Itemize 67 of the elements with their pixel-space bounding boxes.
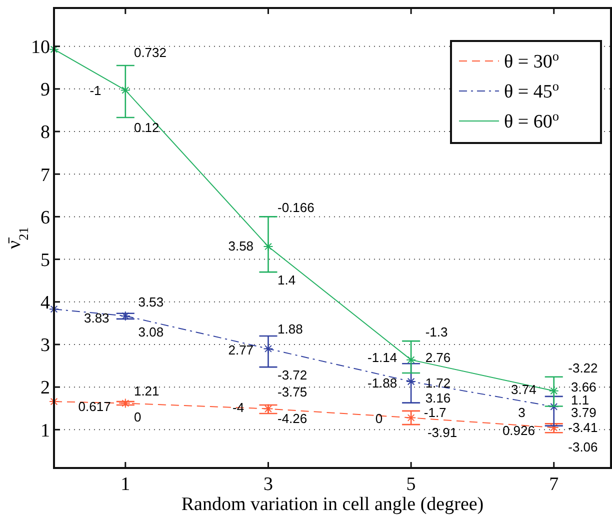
annotation: -4.26 [278,411,308,426]
y-tick-label: 5 [40,250,50,271]
annotation: 3.74 [511,382,536,398]
point [120,310,130,321]
annotation: 3.53 [138,294,164,310]
y-tick-label: 1 [40,420,50,442]
point [548,402,559,412]
annotation: 2.77 [228,342,254,358]
point [263,344,274,354]
annotation: -3.06 [568,439,598,454]
x-tick-label: 7 [549,474,559,495]
x-axis-title: Random variation in cell angle (degree) [181,494,484,515]
point [49,396,59,407]
y-tick-label: 2 [40,378,50,399]
annotation: -1.88 [367,375,398,390]
x-tick-label: 5 [406,474,416,495]
annotation: -3.91 [427,425,458,440]
x-tick-label: 3 [263,474,273,495]
y-tick-label: 8 [40,122,50,144]
y-tick-label: 3 [40,335,50,356]
annotation: 0.617 [78,399,111,414]
point [49,304,59,314]
point [120,85,130,96]
annotation: 1.21 [134,383,160,398]
annotation: 0.12 [134,120,160,135]
annotation: 0.926 [502,423,536,438]
annotation: 1.72 [425,375,451,390]
annotation: 3.83 [84,310,110,326]
annotation: 3 [518,405,526,420]
point [406,376,416,387]
point [120,398,130,408]
legend-label: θ = 60$^{o}$ [504,108,560,133]
annotation: -1.14 [367,350,398,366]
annotation: 0 [375,411,383,426]
legend-label: θ = 30$^{o}$ [504,48,560,73]
point [49,44,59,54]
annotation: -3.41 [568,420,598,436]
annotation: -1 [90,83,102,98]
annotation: 2.76 [425,350,451,366]
annotation: -3.22 [568,360,598,376]
annotation: 3.58 [228,238,254,254]
y-tick-label: 9 [40,80,50,101]
annotation: 1.4 [278,272,296,288]
point [406,354,416,365]
annotation: -3.72 [278,367,308,382]
x-tick-label: 1 [120,474,130,495]
annotation: 0.732 [134,44,167,60]
annotation: 1.1 [571,392,590,408]
annotation: 3.08 [138,324,164,340]
annotation: 1.88 [278,321,303,336]
point [263,242,274,252]
annotation: 3.66 [571,380,596,395]
y-tick-label: 7 [40,164,50,186]
annotation: -3.75 [278,384,308,400]
y-tick-label: 4 [40,292,50,314]
point [263,404,274,414]
legend-label: θ = 45$^{o}$ [504,78,560,103]
annotation: 0 [134,409,142,424]
annotation: 3.79 [571,405,596,420]
annotation: 3.16 [425,390,451,406]
annotation: -0.166 [278,200,314,215]
annotation: -1.7 [424,405,446,420]
point [548,386,559,396]
annotation: -1.3 [425,324,448,340]
point [548,422,559,433]
y-tick-label: 10 [31,36,50,58]
y-tick-label: 6 [40,207,50,228]
